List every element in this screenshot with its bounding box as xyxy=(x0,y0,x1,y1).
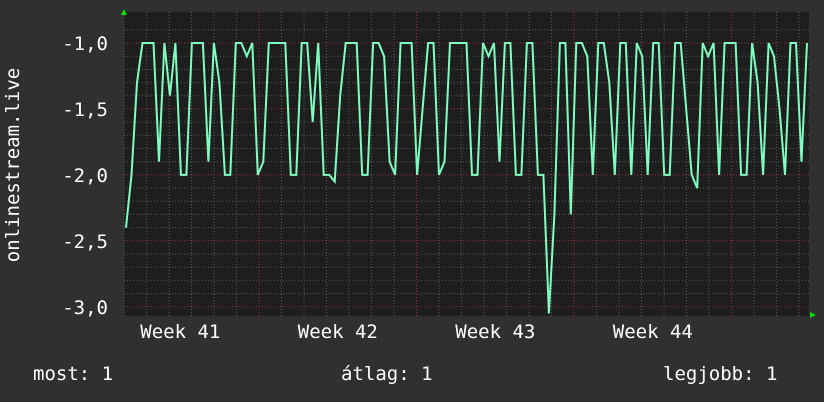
y-tick-label: -2,0 xyxy=(62,165,108,187)
legend-maximum: legjobb: 1 xyxy=(663,363,778,385)
series-line xyxy=(125,42,808,314)
y-tick-label: -2,5 xyxy=(62,231,108,253)
x-axis: Week 41 Week 42 Week 43 Week 44 xyxy=(140,321,693,343)
y-axis: -1,0 -1,5 -2,0 -2,5 -3,0 xyxy=(62,33,108,319)
legend-current: most: 1 xyxy=(33,363,114,385)
y-tick-label: -1,5 xyxy=(62,99,108,121)
x-tick-label: Week 42 xyxy=(298,321,378,343)
y-tick-label: -1,0 xyxy=(62,33,108,55)
y-axis-arrow-icon xyxy=(121,9,127,15)
x-tick-label: Week 41 xyxy=(140,321,220,343)
x-tick-label: Week 43 xyxy=(455,321,535,343)
y-axis-label: onlinestream.live xyxy=(2,68,24,262)
x-axis-arrow-icon xyxy=(810,312,816,318)
y-tick-label: -3,0 xyxy=(62,297,108,319)
x-tick-label: Week 44 xyxy=(613,321,693,343)
grid xyxy=(123,12,809,316)
legend-average: átlag: 1 xyxy=(341,363,433,385)
